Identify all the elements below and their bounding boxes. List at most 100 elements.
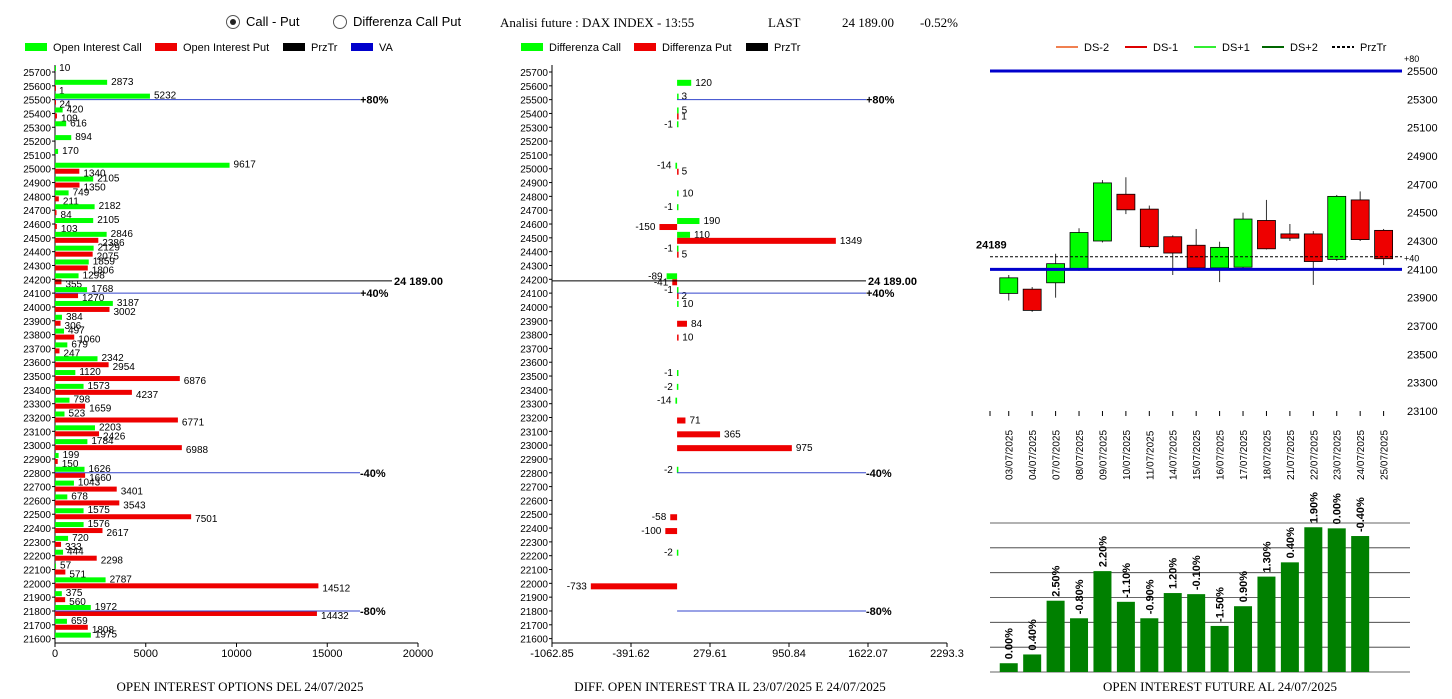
p3-date-label: 17/07/2025 bbox=[1239, 430, 1250, 480]
p2-strike-label: 22200 bbox=[520, 552, 548, 563]
p1-call-value: 497 bbox=[68, 326, 85, 337]
p2-diff-put-bar bbox=[677, 237, 836, 244]
p1-put-bar bbox=[55, 376, 180, 382]
p2-strike-label: 23500 bbox=[520, 372, 548, 383]
p1-strike-label: 23600 bbox=[23, 358, 51, 369]
p1-strike-label: 25000 bbox=[23, 165, 51, 176]
legend-ds1-label: DS-1 bbox=[1153, 42, 1178, 54]
p2-strike-label: 22700 bbox=[520, 483, 548, 494]
p4-bar-label: 1.20% bbox=[1168, 558, 1180, 589]
p1-call-value: 375 bbox=[66, 588, 83, 599]
p2-diff-call-bar bbox=[675, 397, 678, 404]
p1-call-bar bbox=[55, 535, 69, 541]
p1-put-bar bbox=[55, 168, 80, 174]
p3-candle-body bbox=[1046, 263, 1065, 284]
legend-va-label: VA bbox=[379, 42, 394, 54]
p1-strike-label: 21700 bbox=[23, 621, 51, 632]
p2-diff-call-value: 190 bbox=[703, 216, 720, 227]
p1-strike-label: 21900 bbox=[23, 593, 51, 604]
p1-call-value: 678 bbox=[71, 491, 88, 502]
p1-call-bar bbox=[55, 397, 70, 403]
p1-strike-label: 22500 bbox=[23, 510, 51, 521]
call-put-radio[interactable]: Call - Put bbox=[226, 14, 299, 38]
p2-va-label: +80% bbox=[866, 95, 895, 107]
p4-oi-bar bbox=[999, 663, 1018, 672]
p4-oi-bar bbox=[1351, 536, 1370, 672]
p3-date-label: 10/07/2025 bbox=[1122, 430, 1133, 480]
p1-strike-label: 22200 bbox=[23, 552, 51, 563]
p2-diff-call-value: 3 bbox=[681, 92, 687, 103]
p1-call-value: 2787 bbox=[110, 574, 133, 585]
p2-diff-put-value: -150 bbox=[635, 222, 655, 233]
legend-oi-put-label: Open Interest Put bbox=[183, 42, 269, 54]
p3-candle-body bbox=[1069, 232, 1089, 270]
last-label: LAST bbox=[768, 15, 801, 30]
p1-put-value: 103 bbox=[61, 224, 78, 235]
p1-put-bar bbox=[55, 486, 117, 492]
p1-call-value: 420 bbox=[67, 104, 84, 115]
p3-mid-line-label: +40 bbox=[1404, 253, 1419, 263]
p2-diff-call-bar bbox=[677, 107, 679, 114]
p1-put-bar bbox=[55, 306, 110, 312]
legend-diff-put-swatch bbox=[634, 43, 656, 51]
p3-y-tick-label: 23500 bbox=[1407, 349, 1438, 361]
p4-oi-bar bbox=[1257, 576, 1276, 672]
p1-put-bar bbox=[55, 210, 57, 216]
p1-call-value: 2129 bbox=[98, 243, 121, 254]
p3-date-label: 23/07/2025 bbox=[1333, 430, 1344, 480]
p1-call-value: 2105 bbox=[97, 215, 120, 226]
p3-candle-body bbox=[1327, 195, 1347, 260]
p2-diff-call-value: 10 bbox=[682, 188, 694, 199]
p1-put-value: 2075 bbox=[97, 252, 120, 263]
p1-put-bar bbox=[55, 85, 56, 91]
p1-put-value: 84 bbox=[61, 210, 73, 221]
p2-x-tick-label: -391.62 bbox=[612, 648, 649, 660]
p3-candle-body bbox=[1280, 233, 1300, 239]
p2-diff-put-bar bbox=[677, 320, 687, 327]
p1-put-value: 3002 bbox=[113, 307, 136, 318]
p3-date-label: 14/07/2025 bbox=[1169, 430, 1180, 480]
p2-diff-call-value: -2 bbox=[664, 548, 673, 559]
p3-y-tick-label: 25300 bbox=[1407, 94, 1438, 106]
p1-call-bar bbox=[55, 259, 89, 265]
p3-date-label: 09/07/2025 bbox=[1098, 430, 1109, 480]
p1-put-bar bbox=[55, 320, 61, 326]
p2-x-tick-label: 2293.3 bbox=[930, 648, 964, 660]
p2-diff-put-bar bbox=[659, 224, 678, 231]
p1-put-bar bbox=[55, 583, 319, 589]
legend-oi-call-label: Open Interest Call bbox=[53, 42, 142, 54]
p1-call-bar bbox=[55, 121, 67, 127]
call-put-label: Call - Put bbox=[246, 14, 300, 29]
p1-put-bar bbox=[55, 555, 97, 561]
p1-call-value: 1972 bbox=[95, 602, 118, 613]
p3-price-label: 24189 bbox=[976, 240, 1007, 252]
p1-call-bar bbox=[55, 176, 94, 182]
p1-put-bar bbox=[55, 500, 120, 506]
p1-put-value: 1660 bbox=[89, 473, 112, 484]
p4-oi-bar bbox=[1070, 618, 1089, 672]
p1-call-bar bbox=[55, 522, 84, 528]
diff-call-put-radio[interactable]: Differenza Call Put bbox=[333, 14, 461, 38]
p3-date-label: 25/07/2025 bbox=[1380, 430, 1391, 480]
p1-put-bar bbox=[55, 99, 56, 105]
p1-x-tick-label: 5000 bbox=[134, 648, 158, 660]
p1-strike-label: 22000 bbox=[23, 579, 51, 590]
p1-put-bar bbox=[55, 569, 66, 575]
p2-strike-label: 22900 bbox=[520, 455, 548, 466]
p4-bar-label: 1.30% bbox=[1261, 541, 1273, 572]
p2-diff-call-bar bbox=[666, 273, 678, 280]
p1-call-bar bbox=[55, 162, 230, 168]
p4-oi-bar bbox=[1187, 594, 1206, 672]
p1-call-bar bbox=[55, 604, 91, 610]
p3-date-label: 03/07/2025 bbox=[1005, 430, 1016, 480]
p1-va-label: +40% bbox=[360, 288, 389, 300]
legend-prztr-label: PrzTr bbox=[1360, 42, 1387, 54]
p2-va-label: -80% bbox=[866, 606, 892, 618]
p3-candle-body bbox=[1303, 233, 1323, 262]
p1-put-bar bbox=[55, 597, 66, 603]
p1-put-value: 1270 bbox=[82, 293, 105, 304]
p2-x-tick-label: 279.61 bbox=[693, 648, 727, 660]
p2-diff-call-value: -1 bbox=[664, 368, 673, 379]
p2-strike-label: 24700 bbox=[520, 206, 548, 217]
